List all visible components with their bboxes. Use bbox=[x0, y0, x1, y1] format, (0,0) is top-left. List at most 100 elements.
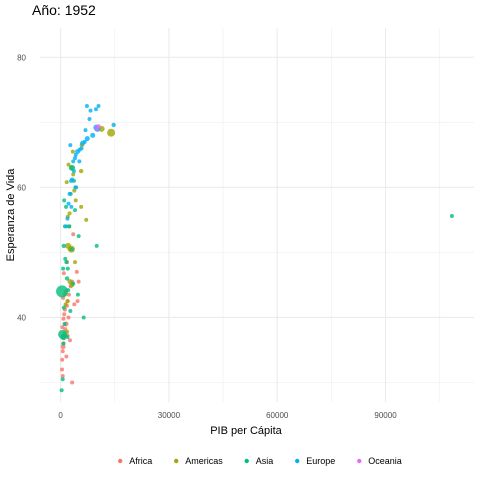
data-point-asia bbox=[65, 334, 70, 339]
data-point-europe bbox=[65, 216, 70, 221]
data-point-asia bbox=[61, 243, 67, 249]
data-point-asia bbox=[56, 285, 69, 298]
data-point-asia bbox=[60, 333, 67, 340]
y-tick-label: 40 bbox=[17, 313, 26, 322]
data-point-americas bbox=[70, 149, 75, 154]
data-point-europe bbox=[83, 128, 88, 133]
data-point-asia bbox=[63, 256, 68, 261]
data-point-europe bbox=[67, 191, 72, 196]
data-point-asia bbox=[63, 204, 68, 209]
legend-label-americas: Americas bbox=[185, 456, 223, 466]
data-point-europe bbox=[84, 136, 90, 142]
data-point-asia bbox=[59, 388, 64, 393]
data-point-europe bbox=[75, 149, 81, 155]
data-point-americas bbox=[71, 172, 76, 177]
data-point-americas bbox=[84, 217, 89, 222]
data-point-asia bbox=[61, 341, 66, 346]
data-points bbox=[56, 104, 454, 393]
data-point-africa bbox=[72, 302, 77, 307]
data-point-asia bbox=[76, 234, 81, 239]
data-point-asia bbox=[73, 208, 78, 213]
data-point-europe bbox=[66, 201, 71, 206]
data-point-europe bbox=[84, 104, 89, 109]
data-point-asia bbox=[449, 213, 454, 218]
legend-key-oceania bbox=[357, 458, 362, 464]
data-point-asia bbox=[81, 315, 86, 320]
legend-key-africa bbox=[117, 458, 123, 464]
data-point-europe bbox=[73, 156, 78, 161]
data-point-africa bbox=[64, 354, 69, 359]
y-tick-label: 60 bbox=[17, 183, 26, 192]
data-point-americas bbox=[73, 198, 78, 203]
data-point-africa bbox=[74, 269, 79, 274]
data-point-europe bbox=[77, 159, 82, 164]
legend-key-europe bbox=[295, 458, 300, 464]
data-point-africa bbox=[60, 325, 65, 330]
data-point-americas bbox=[63, 302, 68, 307]
data-point-asia bbox=[62, 321, 67, 326]
y-axis-ticks: 40 60 80 bbox=[17, 53, 26, 322]
data-point-europe bbox=[71, 169, 76, 174]
data-point-asia bbox=[66, 288, 71, 293]
data-point-europe bbox=[69, 204, 74, 209]
data-point-africa bbox=[60, 367, 65, 372]
data-point-europe bbox=[87, 117, 92, 122]
legend-label-asia: Asia bbox=[256, 456, 274, 466]
data-point-africa bbox=[60, 373, 65, 378]
data-point-europe bbox=[74, 185, 79, 190]
legend-label-africa: Africa bbox=[129, 456, 152, 466]
data-point-asia bbox=[67, 224, 72, 229]
legend-key-americas bbox=[174, 458, 179, 464]
data-point-asia bbox=[69, 247, 74, 252]
data-point-africa bbox=[60, 344, 66, 350]
data-point-americas bbox=[78, 168, 84, 174]
data-point-asia bbox=[68, 308, 73, 313]
data-point-europe bbox=[93, 107, 98, 112]
data-point-africa bbox=[61, 316, 66, 321]
x-tick-label: 30000 bbox=[158, 411, 181, 420]
data-point-africa bbox=[60, 349, 65, 354]
data-point-asia bbox=[94, 243, 99, 248]
data-point-africa bbox=[60, 357, 65, 362]
grid-lines bbox=[40, 28, 474, 402]
data-point-africa bbox=[61, 271, 66, 276]
data-point-europe bbox=[71, 159, 76, 164]
data-point-europe bbox=[68, 143, 73, 148]
legend-label-europe: Europe bbox=[306, 456, 335, 466]
x-axis-ticks: 0 30000 60000 90000 bbox=[58, 411, 397, 420]
data-point-africa bbox=[66, 292, 71, 297]
data-point-europe bbox=[69, 178, 74, 183]
data-point-americas bbox=[64, 180, 69, 185]
data-point-americas bbox=[107, 128, 116, 137]
y-axis-title: Esperanza de Vida bbox=[5, 168, 17, 262]
data-point-americas bbox=[73, 260, 78, 265]
data-point-asia bbox=[64, 276, 70, 281]
data-point-americas bbox=[79, 204, 84, 209]
data-point-asia bbox=[75, 292, 80, 297]
data-point-asia bbox=[65, 266, 70, 271]
legend-label-oceania: Oceania bbox=[368, 456, 402, 466]
x-tick-label: 0 bbox=[58, 411, 63, 420]
data-point-americas bbox=[66, 162, 71, 167]
data-point-asia bbox=[62, 198, 67, 203]
data-point-europe bbox=[96, 104, 101, 109]
data-point-africa bbox=[67, 338, 72, 343]
data-point-europe bbox=[80, 140, 86, 146]
y-tick-label: 80 bbox=[17, 53, 26, 62]
data-point-africa bbox=[62, 312, 67, 317]
data-point-africa bbox=[70, 380, 75, 385]
data-point-africa bbox=[71, 232, 76, 237]
chart-title: Año: 1952 bbox=[32, 2, 96, 18]
data-point-americas bbox=[72, 188, 77, 193]
data-point-europe bbox=[90, 132, 96, 138]
data-point-europe bbox=[64, 224, 69, 229]
legend: Africa Americas Asia Europe Oceania bbox=[117, 456, 402, 466]
legend-key-asia bbox=[244, 458, 249, 464]
data-point-asia bbox=[61, 266, 66, 271]
data-point-europe bbox=[88, 108, 93, 113]
data-point-africa bbox=[76, 279, 81, 284]
data-point-europe bbox=[111, 122, 116, 128]
x-axis-title: PIB per Cápita bbox=[210, 425, 282, 437]
data-point-asia bbox=[71, 281, 76, 286]
